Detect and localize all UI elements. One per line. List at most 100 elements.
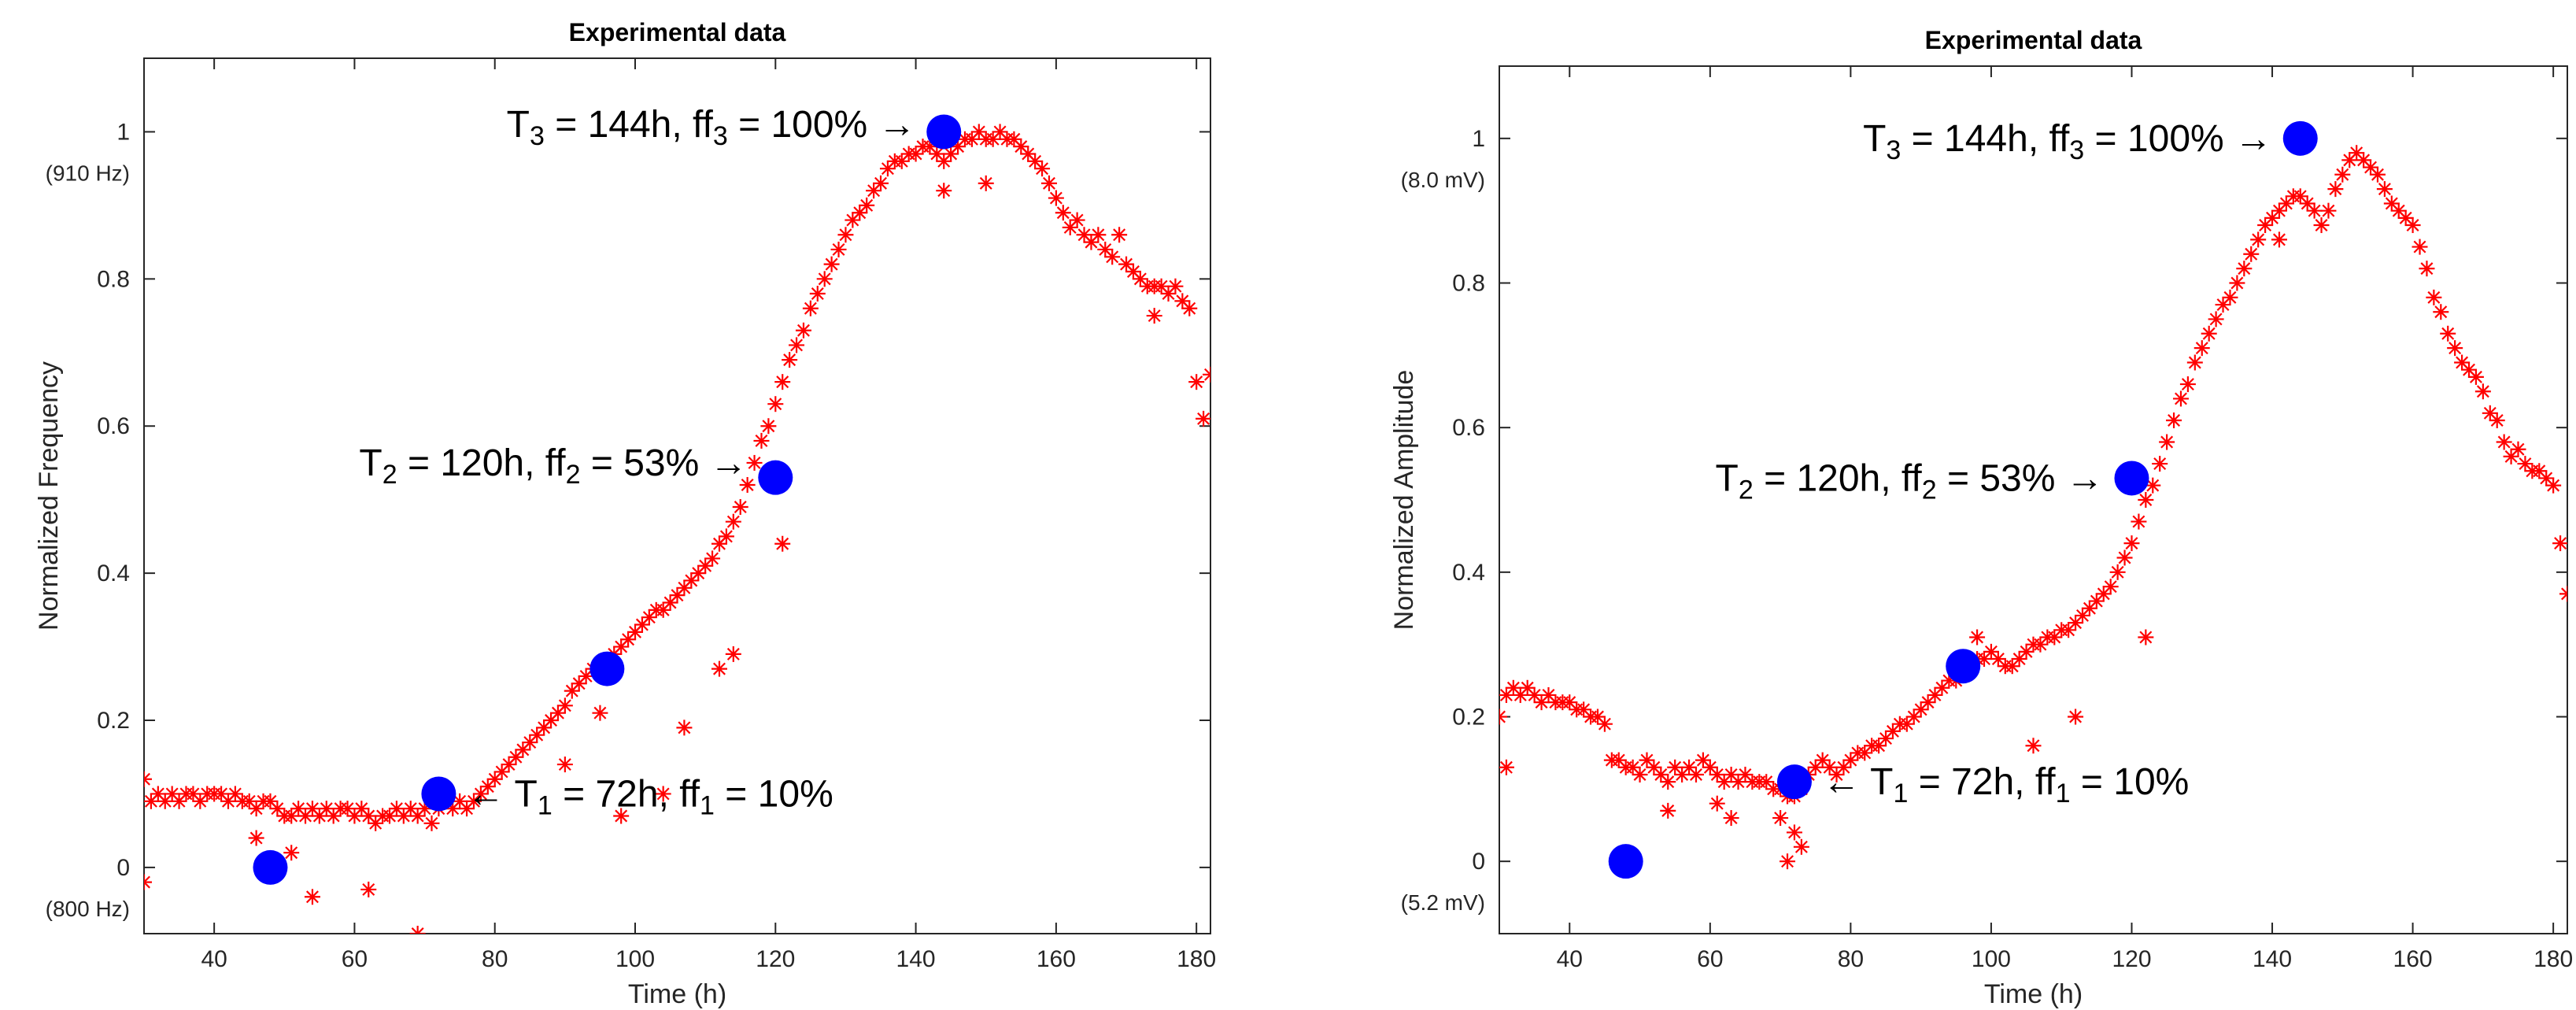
measurement-point: [2172, 390, 2189, 407]
x-tick-label: 180: [1177, 946, 1216, 972]
measurement-point: [1055, 205, 1071, 221]
x-tick-label: 80: [1838, 946, 1864, 972]
measurement-point: [2327, 181, 2344, 198]
measurement-point: [859, 197, 875, 213]
measurement-point: [248, 801, 264, 817]
x-tick-label: 100: [1972, 946, 2011, 972]
measurement-point: [1006, 131, 1022, 147]
measurement-point: [2152, 456, 2168, 472]
data-marks: [1499, 120, 2567, 879]
measurement-point: [767, 396, 784, 413]
x-axis-label: Time (h): [628, 979, 726, 1009]
measurement-point: [1709, 795, 1725, 812]
measurement-point: [2032, 636, 2049, 653]
y-tick-label: 0: [116, 855, 130, 881]
measurement-point: [936, 183, 952, 199]
measurement-point: [465, 793, 482, 809]
measurement-point: [1646, 759, 1662, 775]
measurement-point: [753, 432, 770, 449]
measurement-point: [641, 609, 657, 626]
measurement-point: [409, 926, 426, 934]
measurement-point: [774, 535, 791, 552]
measurement-point: [2559, 586, 2567, 602]
measurement-point: [2109, 564, 2126, 580]
measurement-point: [1069, 212, 1085, 228]
measurement-point: [970, 124, 987, 140]
measurement-point: [1687, 766, 1704, 782]
measurement-point: [718, 528, 734, 545]
measurement-point: [613, 808, 630, 824]
plot-area: [143, 57, 1211, 934]
measurement-point: [1786, 824, 1802, 841]
y-tick-label: 0.2: [97, 708, 130, 734]
chart-title: Experimental data: [569, 18, 786, 46]
measurement-point: [592, 705, 608, 721]
measurement-point: [1499, 708, 1507, 725]
measurement-point: [1519, 679, 1536, 696]
measurement-point: [1181, 300, 1198, 316]
measurement-point: [1857, 745, 1873, 761]
measurement-point: [2496, 434, 2512, 450]
measurement-point: [802, 300, 819, 316]
measurement-point: [395, 808, 412, 824]
measurement-point: [1793, 838, 1809, 855]
milestone-point: [253, 849, 288, 885]
measurement-point: [1780, 853, 1796, 870]
milestone-point: [2282, 120, 2318, 156]
measurement-point: [873, 175, 889, 191]
measurement-point: [2201, 325, 2217, 342]
measurement-point: [1097, 241, 1114, 257]
measurement-point: [2433, 304, 2449, 320]
measurement-point: [2068, 708, 2084, 725]
measurement-point: [501, 757, 517, 773]
measurement-point: [1723, 810, 1739, 827]
milestone-point: [926, 114, 962, 150]
plot-area: [1499, 65, 2568, 934]
measurement-point: [144, 874, 152, 890]
measurement-point: [655, 786, 671, 802]
measurement-point: [1090, 227, 1107, 243]
measurement-point: [2412, 239, 2428, 255]
measurement-point: [739, 476, 756, 493]
measurement-point: [2243, 246, 2260, 262]
milestone-point: [2114, 461, 2149, 496]
y-tick-label: 1: [116, 119, 130, 145]
measurement-point: [2510, 441, 2526, 457]
measurement-point: [2145, 477, 2161, 494]
measurement-point: [508, 749, 524, 765]
measurement-point: [2159, 434, 2175, 450]
chart-title: Experimental data: [1925, 26, 2142, 54]
measurement-point: [978, 175, 994, 191]
y-unit-label: (8.0 mV): [1401, 168, 1485, 192]
y-tick-label: 0.4: [97, 560, 130, 586]
measurement-point: [2545, 477, 2562, 494]
measurement-point: [711, 660, 727, 677]
measurement-point: [613, 638, 630, 655]
measurement-point: [1969, 629, 1986, 646]
measurement-point: [2271, 231, 2287, 248]
milestone-annotation: ← T1 = 72h, ff1 = 10%: [1823, 761, 2190, 808]
measurement-point: [789, 337, 805, 353]
y-tick-label: 0.2: [1452, 705, 1485, 731]
measurement-point: [2426, 289, 2442, 305]
x-tick-label: 40: [201, 946, 227, 972]
y-axis-label: Normalized Frequency: [34, 361, 64, 631]
measurement-point: [1709, 766, 1725, 782]
y-tick-label: 1: [1472, 126, 1485, 152]
measurement-point: [907, 146, 924, 162]
measurement-point: [1188, 374, 1205, 390]
x-tick-label: 60: [1697, 946, 1723, 972]
measurement-point: [2447, 340, 2463, 357]
measurement-point: [2467, 368, 2484, 385]
measurement-point: [1871, 738, 1887, 754]
y-tick-label: 0.4: [1452, 560, 1485, 586]
measurement-point: [2123, 535, 2140, 552]
measurement-point: [2179, 376, 2196, 393]
measurement-point: [360, 881, 377, 897]
measurement-point: [2369, 166, 2386, 183]
measurement-point: [2236, 261, 2253, 277]
measurement-point: [725, 646, 741, 662]
measurement-point: [2102, 579, 2119, 595]
measurement-point: [304, 889, 320, 905]
measurement-point: [823, 256, 840, 272]
